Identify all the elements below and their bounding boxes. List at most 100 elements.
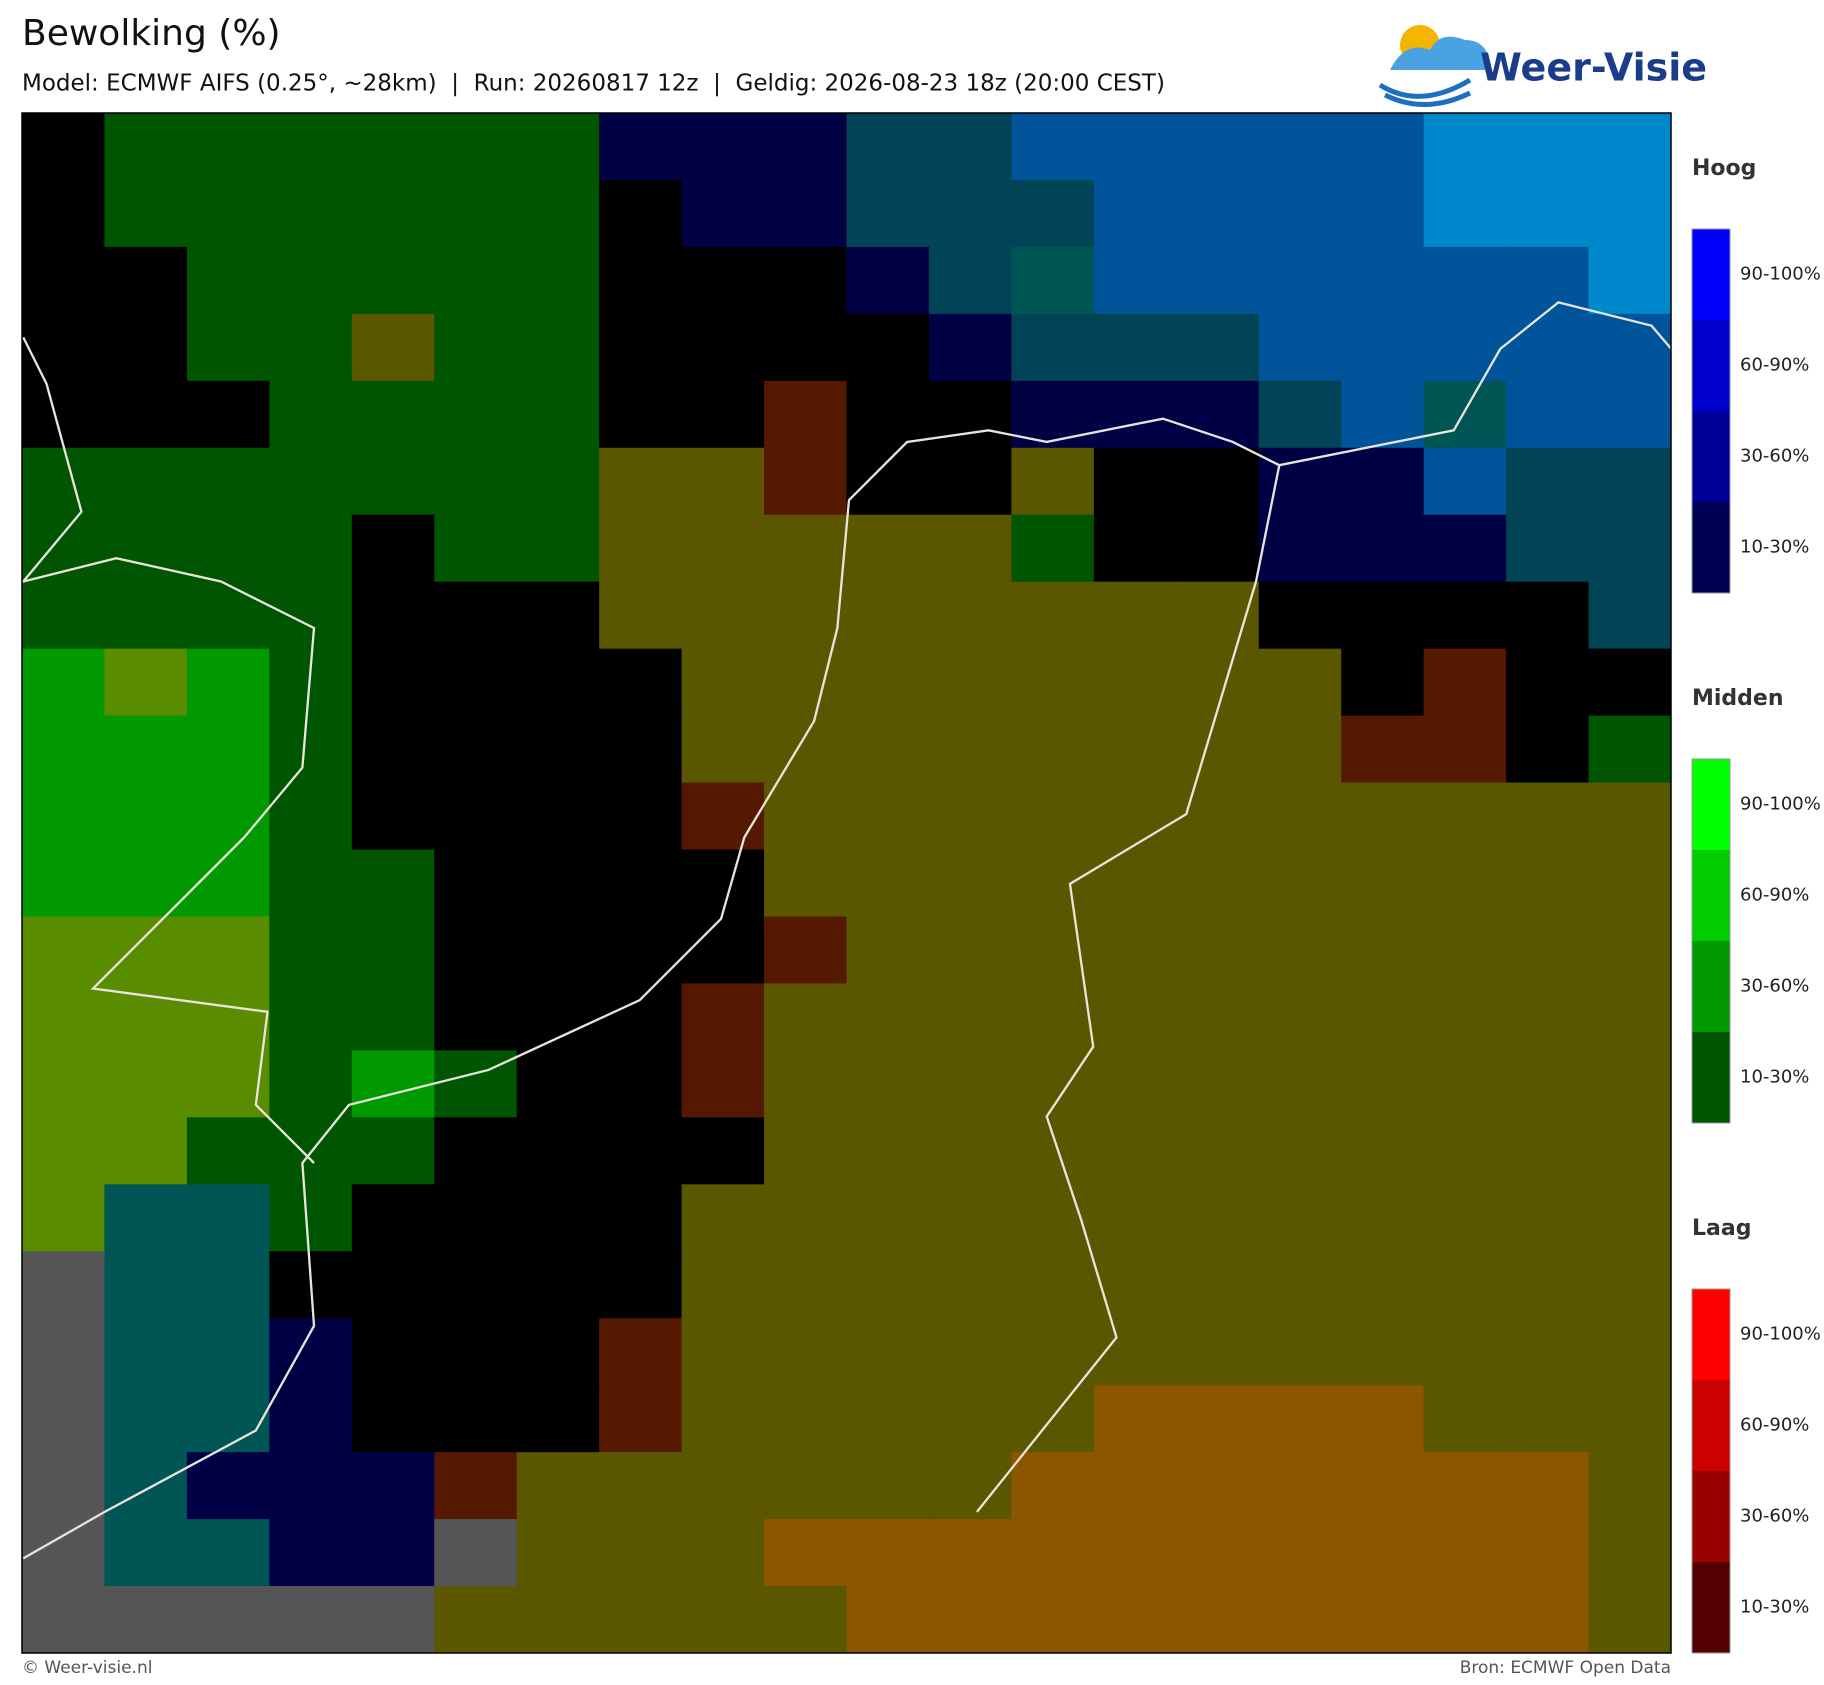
cloud-cell [22, 246, 105, 315]
cloud-cell [928, 246, 1012, 315]
cloud-cell [22, 313, 105, 382]
cloud-cell [846, 1184, 930, 1252]
cloud-cell [1011, 1117, 1095, 1185]
cloud-cell [1423, 179, 1507, 248]
cloud-cell [928, 1519, 1012, 1587]
cloud-cell [269, 916, 353, 984]
cloud-cell [351, 1251, 435, 1319]
cloud-cell [1258, 179, 1342, 248]
cloud-cell [434, 514, 518, 583]
cloud-cell [1011, 514, 1095, 583]
cloud-cell [1588, 849, 1672, 917]
cloud-cell [269, 1184, 353, 1252]
cloud-cell [351, 1519, 435, 1587]
cloud-cell [681, 313, 765, 382]
cloud-cell [599, 1251, 683, 1319]
legend-label: 10-30% [1740, 1067, 1809, 1088]
cloud-cell [1093, 113, 1177, 181]
cloud-cell [764, 1251, 847, 1319]
cloud-cell [1176, 246, 1260, 315]
cloud-cell [1176, 1519, 1260, 1587]
cloud-cell [764, 1318, 847, 1386]
cloud-cell [764, 849, 847, 917]
cloud-cell [186, 983, 270, 1051]
cloud-cell [22, 916, 105, 984]
cloud-cell [764, 1452, 847, 1520]
cloud-cell [1176, 648, 1260, 717]
logo-text: Weer-Visie [1480, 46, 1707, 90]
cloud-cell [351, 514, 435, 583]
cloud-cell [104, 113, 188, 181]
cloud-cell [846, 1586, 930, 1654]
cloud-cell [1588, 715, 1672, 784]
cloud-cell [681, 1586, 765, 1654]
cloud-cell [351, 581, 435, 650]
cloud-cell [928, 1251, 1012, 1319]
map-frame [21, 112, 1672, 1654]
cloud-cell [1588, 1385, 1672, 1453]
legend-swatch [1692, 850, 1730, 941]
cloud-cell [764, 1519, 847, 1587]
cloud-cell [681, 1385, 765, 1453]
cloud-cell [516, 514, 600, 583]
legend-label: 30-60% [1740, 446, 1809, 467]
legend-label: 90-100% [1740, 264, 1821, 285]
cloud-cell [1093, 514, 1177, 583]
cloud-cell [104, 1519, 188, 1587]
cloud-cell [1093, 1385, 1177, 1453]
cloud-cell [1506, 1251, 1590, 1319]
cloud-cell [186, 1586, 270, 1654]
cloud-cell [516, 782, 600, 851]
cloud-cell [22, 1117, 105, 1185]
cloud-cell [351, 1452, 435, 1520]
cloud-cell [351, 1050, 435, 1118]
cloud-cell [1423, 380, 1507, 449]
cloud-cell [1341, 179, 1425, 248]
cloud-cell [599, 1385, 683, 1453]
cloud-cell [681, 715, 765, 784]
cloud-cell [516, 1117, 600, 1185]
cloud-cell [681, 1251, 765, 1319]
cloud-cell [681, 1117, 765, 1185]
cloud-cell [434, 1452, 518, 1520]
cloud-cell [1093, 983, 1177, 1051]
legend-title: Laag [1692, 1216, 1751, 1241]
cloud-cell [1506, 1184, 1590, 1252]
cloud-cell [22, 1452, 105, 1520]
cloud-cell [104, 179, 188, 248]
cloud-cell [928, 1117, 1012, 1185]
cloud-cell [1258, 1117, 1342, 1185]
cloud-cell [269, 179, 353, 248]
cloud-cell [1341, 1117, 1425, 1185]
cloud-cell [104, 313, 188, 382]
cloud-cell [516, 1586, 600, 1654]
legend: Hoog 90-100% 60-90% 30-60% 10-30% Midden 90-10… [1691, 156, 1821, 1654]
cloud-cell [681, 916, 765, 984]
cloud-cell [1341, 581, 1425, 650]
cloud-cell [22, 1251, 105, 1319]
cloud-cell [928, 1586, 1012, 1654]
cloud-cell [434, 246, 518, 315]
cloud-cell [1506, 447, 1590, 516]
cloud-cell [1341, 1385, 1425, 1453]
legend-label: 10-30% [1740, 1597, 1809, 1618]
cloud-cell [1176, 1184, 1260, 1252]
cloud-cell [434, 1050, 518, 1118]
cloud-cell [186, 313, 270, 382]
cloud-cell [1341, 1251, 1425, 1319]
cloud-cell [1588, 1452, 1672, 1520]
cloud-cell [1341, 1050, 1425, 1118]
footer-left: © Weer-visie.nl [22, 1658, 152, 1678]
cloud-cell [22, 715, 105, 784]
cloud-cell [599, 179, 683, 248]
cloud-cell [434, 1318, 518, 1386]
cloud-cell [846, 715, 930, 784]
cloud-cell [928, 715, 1012, 784]
cloud-cell [1341, 447, 1425, 516]
cloud-cell [1176, 313, 1260, 382]
cloud-cell [104, 1050, 188, 1118]
cloud-cell [269, 849, 353, 917]
cloud-cell [269, 1050, 353, 1118]
cloud-cell [1258, 1519, 1342, 1587]
cloud-cell [434, 983, 518, 1051]
